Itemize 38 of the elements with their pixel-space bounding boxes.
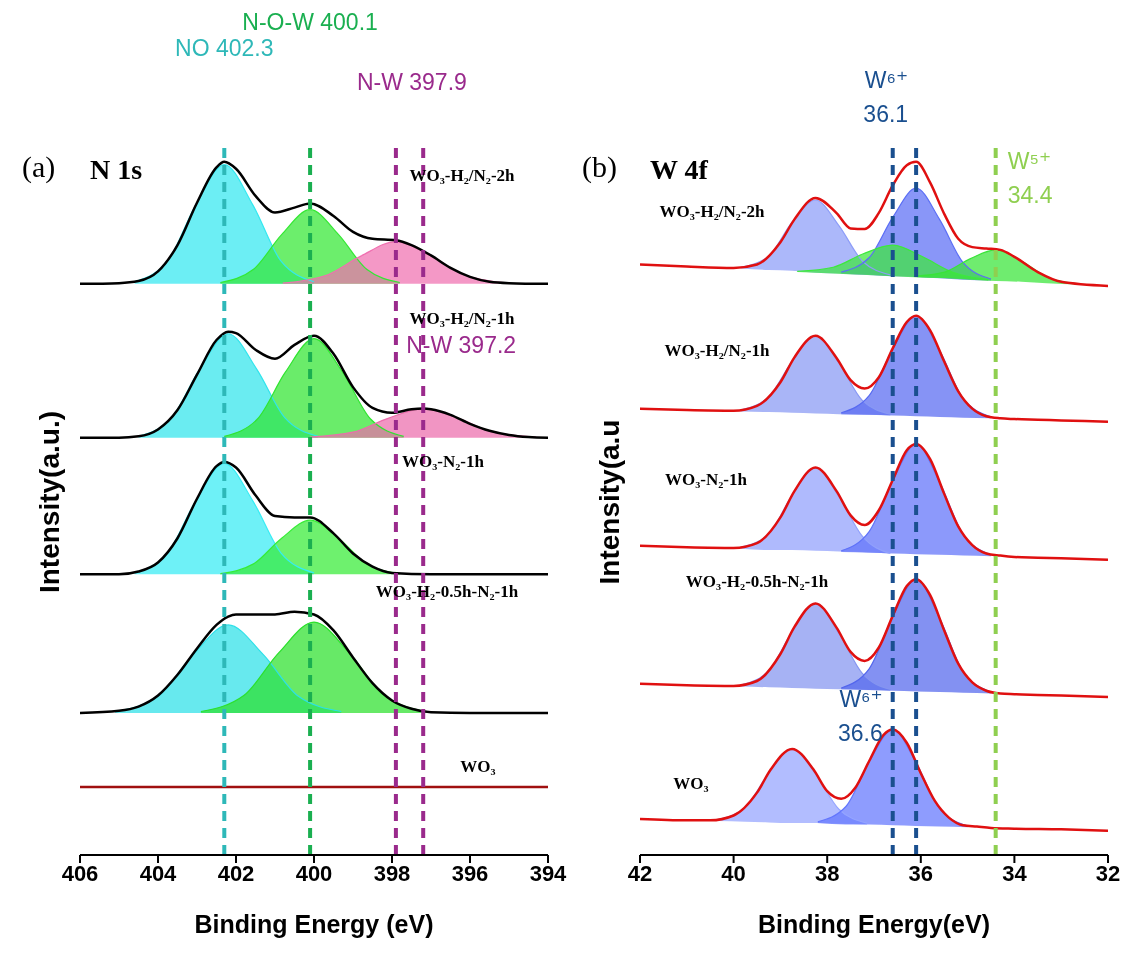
x-tick-label: 38 [814,860,840,886]
annotation: WO₃-N₂-1h [402,452,484,472]
x-axis-title: Binding Energy (eV) [194,910,434,938]
x-tick-label: 34 [1002,860,1028,886]
annotation: WO₃ [460,757,496,777]
x-tick-label: 406 [61,860,99,886]
ref-line-label: N-W 397.9 [356,69,467,95]
annotation: WO₃-H₂/N₂-2h [659,202,765,222]
x-tick-label: 36 [908,860,934,886]
ref-line-label: N-O-W 400.1 [242,9,378,35]
ref-line-label: NO 402.3 [175,35,274,61]
x-tick-label: 32 [1095,860,1121,886]
x-tick-label: 42 [627,860,653,886]
x-axis-title: Binding Energy(eV) [758,910,990,938]
y-axis-title: Intensity(a.u [594,419,626,584]
annotation: WO₃-H₂-0.5h-N₂-1h [375,582,519,602]
ref-line-label: W⁶⁺ 36.6 [837,685,883,746]
chart-title: N 1s [90,154,143,186]
x-tick-label: 402 [217,860,255,886]
ref-line-label: W⁶⁺ 36.1 [863,67,909,127]
ref-line-label: N-W 397.2 [406,332,517,359]
annotation: WO₃-H₂/N₂-1h [409,309,515,329]
annotation: WO₃-H₂/N₂-2h [409,166,515,186]
x-tick-label: 398 [373,860,411,886]
annotation: WO₃-H₂/N₂-1h [664,341,770,361]
x-tick-label: 400 [295,860,333,886]
annotation: WO₃ [673,774,709,794]
annotation: WO₃-N₂-1h [665,470,747,490]
ref-line-label: W⁵⁺ 34.4 [1007,148,1053,209]
x-tick-label: 396 [451,860,489,886]
x-tick-label: 40 [721,860,746,886]
annotation: WO₃-H₂-0.5h-N₂-1h [685,572,829,592]
y-axis-title: Intensity(a.u.) [34,410,66,593]
text: (a) [22,150,56,184]
text: (b) [582,150,617,184]
x-tick-label: 394 [529,860,568,886]
chart-title: W 4f [650,154,708,186]
x-tick-label: 404 [139,860,178,886]
